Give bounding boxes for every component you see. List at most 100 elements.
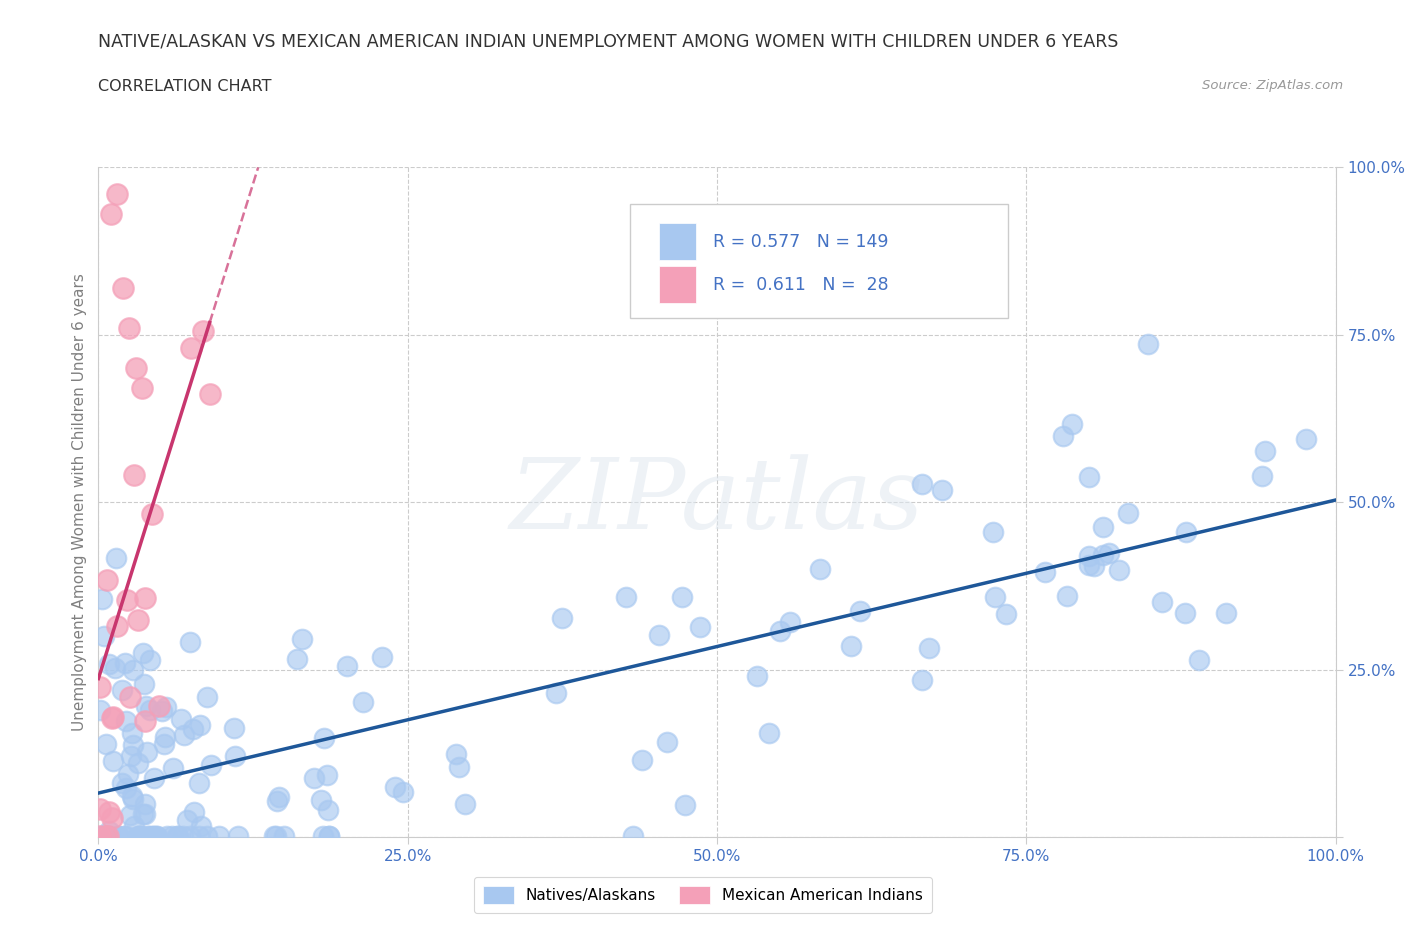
Point bbox=[103, 753, 125, 768]
Point bbox=[1077, 470, 1099, 485]
Bar bbox=[659, 266, 696, 303]
Point bbox=[118, 807, 141, 822]
Point bbox=[135, 698, 157, 713]
Point bbox=[1174, 605, 1197, 620]
Point bbox=[1108, 563, 1130, 578]
Point bbox=[98, 829, 121, 844]
Point bbox=[121, 791, 143, 806]
Point bbox=[134, 797, 156, 812]
Point bbox=[135, 745, 157, 760]
Point bbox=[384, 779, 406, 794]
Point bbox=[153, 737, 176, 751]
Point bbox=[138, 829, 160, 844]
Point bbox=[181, 722, 204, 737]
Point bbox=[285, 652, 308, 667]
Point bbox=[981, 525, 1004, 539]
Point bbox=[1091, 548, 1114, 563]
Point bbox=[318, 829, 340, 844]
Point bbox=[114, 713, 136, 728]
Bar bbox=[659, 223, 696, 260]
Point bbox=[318, 829, 340, 844]
Point bbox=[187, 829, 209, 844]
Point bbox=[1152, 595, 1174, 610]
Point bbox=[630, 752, 652, 767]
Point bbox=[222, 721, 245, 736]
Point bbox=[121, 725, 143, 740]
Point bbox=[142, 771, 165, 786]
Point bbox=[336, 658, 359, 673]
Point bbox=[94, 829, 117, 844]
Point bbox=[621, 829, 644, 844]
Point bbox=[111, 683, 134, 698]
Point bbox=[655, 734, 678, 749]
Point bbox=[808, 562, 831, 577]
Point bbox=[546, 685, 568, 700]
Point bbox=[134, 713, 156, 728]
Point bbox=[228, 829, 250, 844]
Point bbox=[273, 829, 295, 844]
Point bbox=[1078, 557, 1101, 572]
Point bbox=[1175, 525, 1198, 539]
Point bbox=[139, 653, 162, 668]
Point bbox=[779, 615, 801, 630]
Text: NATIVE/ALASKAN VS MEXICAN AMERICAN INDIAN UNEMPLOYMENT AMONG WOMEN WITH CHILDREN: NATIVE/ALASKAN VS MEXICAN AMERICAN INDIA… bbox=[98, 33, 1119, 50]
Point bbox=[104, 660, 127, 675]
Point bbox=[141, 507, 163, 522]
Point bbox=[155, 700, 177, 715]
Point bbox=[122, 737, 145, 752]
Point bbox=[444, 747, 467, 762]
Text: R =  0.611   N =  28: R = 0.611 N = 28 bbox=[713, 275, 889, 294]
Point bbox=[1033, 565, 1056, 579]
Point bbox=[139, 703, 162, 718]
Point bbox=[198, 387, 221, 402]
Point bbox=[117, 766, 139, 781]
Point bbox=[107, 829, 129, 844]
Point bbox=[124, 361, 146, 376]
Point bbox=[122, 663, 145, 678]
Point bbox=[169, 711, 191, 726]
Point bbox=[1215, 605, 1237, 620]
Point bbox=[267, 790, 290, 804]
Point bbox=[1060, 417, 1083, 432]
Point bbox=[984, 590, 1007, 604]
Point bbox=[689, 620, 711, 635]
Point bbox=[370, 649, 392, 664]
Point bbox=[995, 607, 1018, 622]
Point bbox=[849, 604, 872, 618]
Point bbox=[176, 813, 198, 828]
Point bbox=[391, 785, 413, 800]
Point bbox=[263, 829, 285, 844]
Point bbox=[200, 758, 222, 773]
Point bbox=[195, 689, 218, 704]
Point bbox=[1137, 337, 1160, 352]
Point bbox=[100, 206, 122, 221]
Text: R = 0.577   N = 149: R = 0.577 N = 149 bbox=[713, 232, 889, 251]
Point bbox=[101, 710, 124, 724]
Point bbox=[148, 698, 170, 713]
Point bbox=[114, 656, 136, 671]
Point bbox=[188, 776, 211, 790]
Point bbox=[453, 797, 475, 812]
Point bbox=[142, 829, 165, 844]
Point bbox=[89, 702, 111, 717]
Point bbox=[911, 672, 934, 687]
Point bbox=[172, 829, 194, 844]
Point bbox=[122, 468, 145, 483]
Point bbox=[97, 657, 120, 671]
Point bbox=[162, 761, 184, 776]
Point bbox=[132, 806, 155, 821]
Point bbox=[190, 818, 212, 833]
Text: ZIPatlas: ZIPatlas bbox=[510, 455, 924, 550]
Point bbox=[120, 749, 142, 764]
Point bbox=[128, 829, 150, 844]
Point bbox=[550, 611, 572, 626]
Point bbox=[647, 628, 669, 643]
Point bbox=[101, 711, 124, 726]
Point bbox=[266, 793, 288, 808]
Point bbox=[93, 829, 115, 844]
Point bbox=[614, 590, 637, 604]
Point bbox=[153, 729, 176, 744]
Point bbox=[166, 829, 188, 844]
Point bbox=[89, 829, 111, 844]
Point bbox=[312, 730, 335, 745]
